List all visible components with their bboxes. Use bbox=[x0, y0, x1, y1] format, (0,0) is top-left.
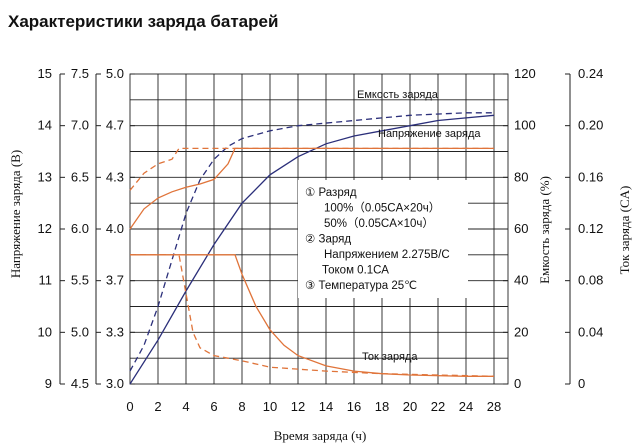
left-axis-tick-label: 5.0 bbox=[71, 324, 89, 339]
right-axis-tick-label: 0 bbox=[578, 376, 585, 391]
legend-line: ② Заряд bbox=[305, 234, 351, 246]
series-line-capacity_50 bbox=[129, 112, 494, 372]
x-axis-tick-label: 0 bbox=[126, 399, 133, 414]
current-axis-title: Ток заряда (CA) bbox=[617, 186, 632, 275]
legend-line: 50%（0.05CA×10ч） bbox=[324, 217, 434, 230]
left-axis-tick-label: 15 bbox=[38, 66, 52, 81]
right-axis-tick-label: 0.16 bbox=[578, 169, 603, 184]
legend-box bbox=[298, 180, 468, 298]
right-axis-tick-label: 40 bbox=[514, 273, 528, 288]
left-axis-tick-label: 7.0 bbox=[71, 118, 89, 133]
series-line-current_100 bbox=[130, 254, 494, 377]
left-axis-tick-label: 5.5 bbox=[71, 273, 89, 288]
left-axis-tick-label: 3.0 bbox=[106, 376, 124, 391]
right-axis-tick-label: 0.04 bbox=[578, 324, 603, 339]
x-axis-tick-label: 18 bbox=[375, 399, 389, 414]
right-axis-tick-label: 120 bbox=[514, 66, 536, 81]
legend-line: ③ Температура 25℃ bbox=[305, 280, 417, 292]
left-axis-tick-label: 4.5 bbox=[71, 376, 89, 391]
left-axis-title: Напряжение заряда (В) bbox=[8, 150, 23, 278]
series-line-current_50 bbox=[130, 254, 495, 377]
x-axis-tick-label: 22 bbox=[431, 399, 445, 414]
legend-line: Напряжением 2.275В/С bbox=[324, 249, 450, 261]
series-line-voltage_100 bbox=[129, 147, 494, 230]
legend-line: Током 0.1СА bbox=[322, 265, 389, 277]
voltage-series-label: Напряжение заряда bbox=[378, 128, 481, 140]
x-axis-tick-label: 6 bbox=[210, 399, 217, 414]
x-axis-tick-label: 16 bbox=[347, 399, 361, 414]
left-axis-tick-label: 5.0 bbox=[106, 66, 124, 81]
left-axis-tick-label: 6.5 bbox=[71, 169, 89, 184]
left-axis-tick-label: 4.7 bbox=[106, 118, 124, 133]
x-axis-title: Время заряда (ч) bbox=[274, 428, 367, 443]
right-axis-tick-label: 20 bbox=[514, 324, 528, 339]
x-axis-tick-label: 28 bbox=[487, 399, 501, 414]
x-axis-tick-label: 12 bbox=[291, 399, 305, 414]
left-axis-tick-label: 3.3 bbox=[106, 324, 124, 339]
right-axis-tick-label: 0.08 bbox=[578, 273, 603, 288]
legend: ① Разряд 100%（0.05CA×20ч） 50%（0.05CA×10ч） ②… bbox=[305, 187, 450, 292]
x-axis-tick-label: 8 bbox=[238, 399, 245, 414]
x-axis-tick-label: 4 bbox=[182, 399, 189, 414]
series-line-capacity_100 bbox=[129, 114, 495, 385]
left-axis-tick-label: 6.0 bbox=[71, 221, 89, 236]
legend-line: 100%（0.05CA×20ч） bbox=[324, 202, 440, 215]
left-axis-tick-label: 4.0 bbox=[106, 221, 124, 236]
left-axis-tick-label: 12 bbox=[38, 221, 52, 236]
series bbox=[129, 112, 495, 385]
x-axis-tick-label: 20 bbox=[403, 399, 417, 414]
left-axis-tick-label: 11 bbox=[39, 273, 53, 288]
left-axis-tick-label: 7.5 bbox=[71, 66, 89, 81]
current-series-label: Ток заряда bbox=[362, 351, 418, 363]
left-axis-tick-label: 10 bbox=[38, 324, 52, 339]
left-axis-tick-label: 4.3 bbox=[106, 169, 124, 184]
right-axis-tick-label: 100 bbox=[514, 118, 536, 133]
right-axis-tick-label: 0.20 bbox=[578, 118, 603, 133]
capacity-series-label: Емкость заряда bbox=[357, 89, 439, 101]
x-axis-tick-label: 10 bbox=[263, 399, 277, 414]
legend-line: ① Разряд bbox=[305, 187, 357, 199]
chart-title: Характеристики заряда батарей bbox=[8, 12, 278, 31]
left-axis-tick-label: 13 bbox=[38, 169, 52, 184]
axes: 15 14 13 12 11 10 9 7.5 7.0 6.5 6.0 5.5 5.0 4.5 5.0 4.7… bbox=[38, 66, 604, 414]
right-axis-tick-label: 80 bbox=[514, 169, 528, 184]
x-axis-tick-label: 24 bbox=[459, 399, 473, 414]
left-axis-tick-label: 14 bbox=[38, 118, 52, 133]
left-axis-tick-label: 3.7 bbox=[106, 273, 124, 288]
right-axis-tick-label: 0 bbox=[514, 376, 521, 391]
x-axis-tick-label: 14 bbox=[319, 399, 333, 414]
capacity-axis-title: Емкость заряда (%) bbox=[537, 176, 552, 284]
right-axis-tick-label: 0.12 bbox=[578, 221, 603, 236]
left-axis-tick-label: 9 bbox=[45, 376, 52, 391]
right-axis-tick-label: 60 bbox=[514, 221, 528, 236]
x-axis-tick-label: 2 bbox=[154, 399, 161, 414]
right-axis-tick-label: 0.24 bbox=[578, 66, 603, 81]
